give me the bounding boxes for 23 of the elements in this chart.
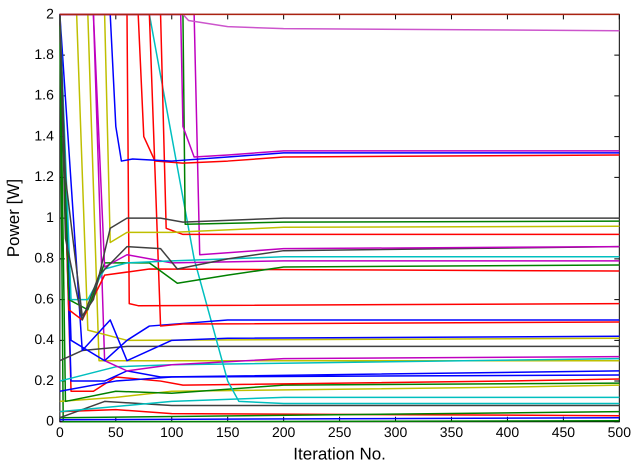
x-tick-label: 200 [272, 424, 296, 440]
y-tick-label: 2 [46, 5, 54, 22]
y-axis-title: Power [W] [4, 178, 23, 258]
x-tick-label: 500 [608, 424, 632, 440]
x-tick-label: 250 [328, 424, 352, 440]
y-tick-label: 1.6 [34, 86, 54, 103]
y-tick-label: 0.4 [34, 331, 54, 348]
x-tick-label: 350 [440, 424, 464, 440]
x-tick-label: 450 [552, 424, 576, 440]
y-tick-label: 0.6 [34, 290, 54, 306]
x-tick-label: 300 [384, 424, 408, 440]
y-tick-label: 0.8 [34, 250, 54, 266]
y-tick-label: 0 [46, 412, 54, 429]
x-tick-label: 400 [496, 424, 520, 440]
x-tick-label: 150 [216, 424, 240, 440]
x-tick-label: 50 [108, 424, 124, 440]
y-tick-label: 1.2 [34, 168, 54, 184]
y-tick-label: 1.8 [34, 46, 54, 62]
y-tick-label: 1.4 [34, 127, 54, 144]
x-axis-title: Iteration No. [293, 444, 386, 464]
x-tick-label: 100 [160, 424, 184, 440]
y-tick-label: 1 [46, 208, 54, 225]
y-tick-label: 0.2 [34, 372, 54, 388]
